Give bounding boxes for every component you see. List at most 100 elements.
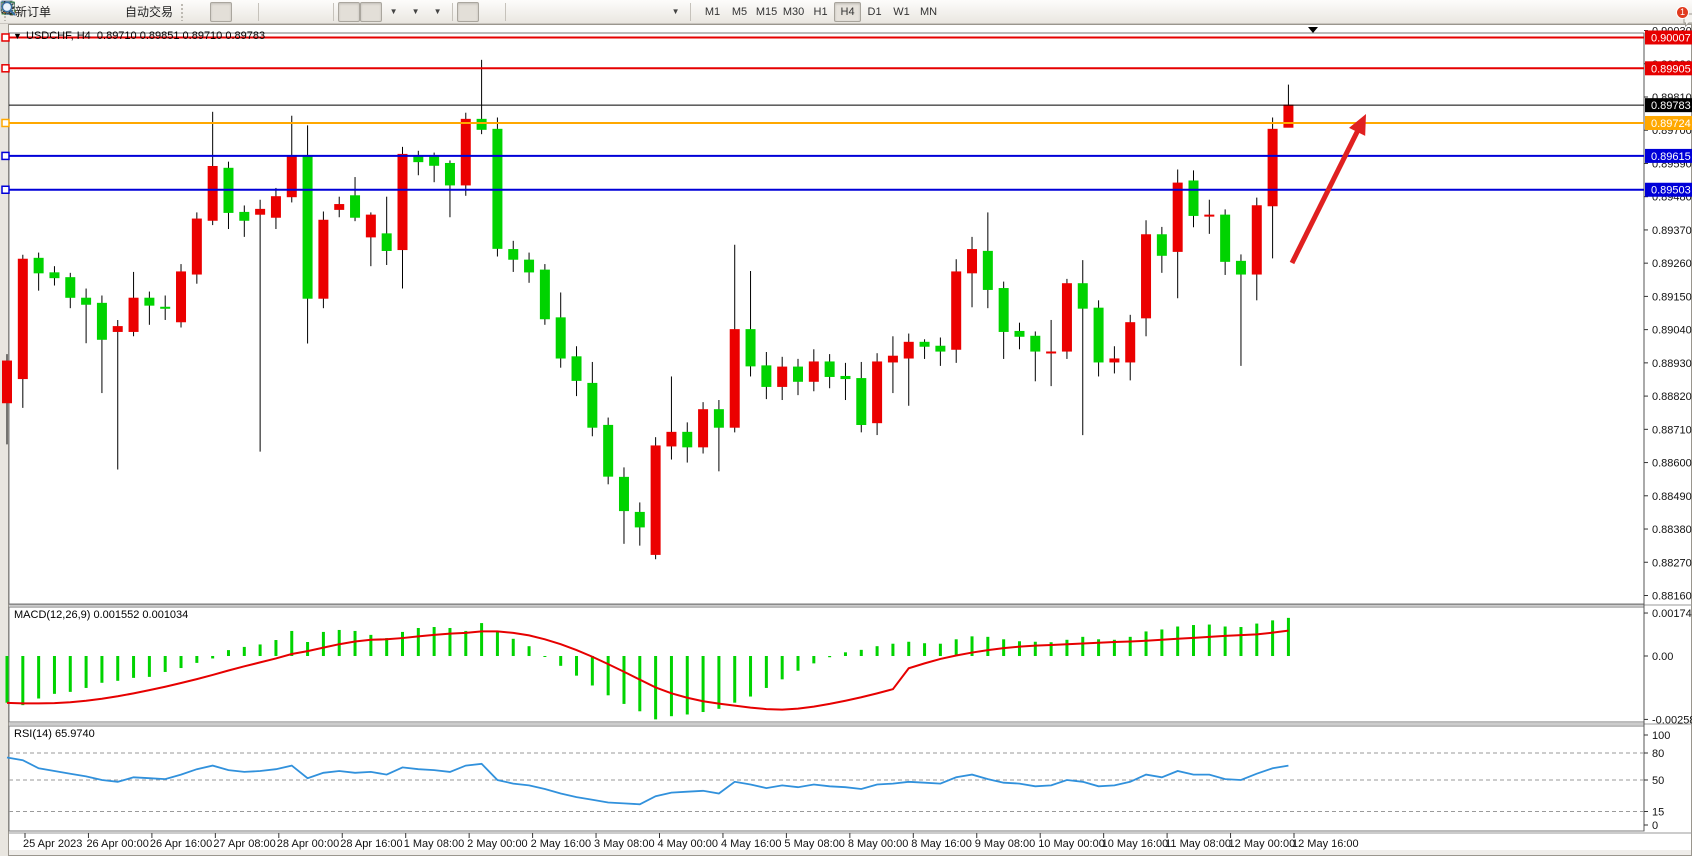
candle: [808, 361, 819, 382]
tab-timeframe-M15[interactable]: M15: [755, 5, 778, 18]
candle: [824, 361, 835, 377]
search-icon[interactable]: [0, 0, 17, 17]
text-label-button[interactable]: T: [1, 2, 664, 22]
candle: [460, 118, 471, 186]
price-level-badge-text: 0.89615: [1651, 151, 1691, 163]
candle: [1125, 322, 1136, 363]
tab-timeframe-MN[interactable]: MN: [919, 5, 938, 18]
macd-histogram-bar: [1144, 631, 1148, 656]
candle: [302, 155, 313, 299]
candle: [539, 269, 550, 320]
strategy-tester-button[interactable]: [0, 1, 99, 22]
candle: [603, 424, 614, 477]
price-tick-label: 0.88160: [1652, 590, 1692, 602]
trendline-button[interactable]: [1, 2, 576, 22]
candle: [81, 297, 92, 305]
macd-pane: [8, 606, 1645, 723]
candle: [1251, 205, 1262, 275]
tab-timeframe-M1[interactable]: M1: [704, 5, 721, 18]
channel-button[interactable]: E: [0, 2, 598, 22]
candle: [65, 277, 76, 298]
toolbar-grip[interactable]: [180, 2, 186, 21]
zoom-in-button[interactable]: [1, 1, 285, 22]
candle: [1030, 335, 1041, 352]
periods-button[interactable]: ▼: [1, 1, 426, 22]
candle: [1141, 234, 1152, 319]
tab-timeframe-M30[interactable]: M30: [782, 5, 805, 18]
indicators-button[interactable]: ▼: [1, 2, 404, 22]
chart-menu-icon[interactable]: ▼: [13, 31, 22, 41]
macd-histogram-bar: [163, 656, 167, 672]
horizontal-line-button[interactable]: [2, 2, 554, 22]
candle: [112, 326, 123, 332]
price-tick-label: 0.88820: [1652, 391, 1692, 403]
tab-timeframe-W1[interactable]: W1: [893, 5, 910, 18]
crosshair-button[interactable]: [2, 2, 501, 22]
candle: [1046, 351, 1057, 354]
macd-histogram-bar: [1049, 642, 1053, 656]
macd-histogram-bar: [5, 656, 9, 703]
cursor-button[interactable]: [4, 1, 480, 22]
candle: [397, 153, 408, 251]
price-level-badge-text: 0.89783: [1651, 100, 1691, 112]
candle: [49, 272, 60, 279]
rsi-line: [6, 756, 1289, 806]
trend-arrow-head[interactable]: [1349, 114, 1366, 136]
new-order-button[interactable]: 新订单: [1, 0, 55, 22]
quotes-button[interactable]: [1, 2, 77, 22]
macd-histogram-bar: [37, 656, 41, 699]
signals-button[interactable]: [1, 1, 121, 22]
candle: [793, 366, 803, 382]
line-handle[interactable]: [1, 33, 10, 42]
macd-label: MACD(12,26,9) 0.001552 0.001034: [14, 609, 189, 621]
vertical-line-button[interactable]: [7, 2, 532, 22]
candle: [176, 271, 187, 323]
line-chart-button[interactable]: [1, 2, 254, 22]
candle: [207, 165, 218, 221]
zoom-out-button[interactable]: [1, 1, 307, 22]
tile-windows-button[interactable]: [1, 1, 329, 22]
bar-chart-button[interactable]: [2, 2, 210, 22]
time-tick-label: 10 May 16:00: [1102, 838, 1169, 850]
tab-timeframe-M5[interactable]: M5: [731, 5, 748, 18]
tab-timeframe-H4[interactable]: H4: [834, 1, 862, 22]
candle: [255, 208, 266, 215]
candle: [270, 196, 281, 218]
macd-histogram-bar: [1255, 623, 1259, 656]
trend-arrow-line[interactable]: [1289, 121, 1364, 265]
line-handle[interactable]: [1, 64, 10, 73]
time-tick-label: 4 May 16:00: [721, 838, 782, 850]
macd-histogram-bar: [1207, 624, 1211, 656]
notification-badge: 1: [1676, 5, 1689, 19]
candle: [1172, 182, 1183, 252]
price-level-badge: [1645, 61, 1692, 76]
templates-button[interactable]: ▼: [1, 2, 448, 22]
candle: [618, 476, 629, 512]
tab-timeframe-D1[interactable]: D1: [867, 5, 882, 18]
macd-histogram-bar: [401, 631, 404, 656]
auto-scroll-button[interactable]: [1, 1, 361, 22]
candle: [144, 297, 155, 306]
auto-trading-button[interactable]: 自动交易: [1, 2, 177, 22]
fibonacci-button[interactable]: F: [2, 2, 620, 22]
line-handle[interactable]: [1, 118, 10, 128]
macd-histogram-bar: [638, 656, 642, 712]
candle: [666, 431, 677, 447]
text-button[interactable]: A: [4, 2, 642, 22]
rsi-label: RSI(14) 65.9740: [14, 728, 95, 740]
line-handle[interactable]: [1, 151, 10, 161]
macd-histogram-bar: [923, 643, 927, 656]
tab-timeframe-H1[interactable]: H1: [813, 5, 828, 18]
chart-shift-button[interactable]: [1, 1, 383, 22]
macd-histogram-bar: [938, 643, 942, 656]
candle: [33, 257, 44, 274]
shapes-button[interactable]: ▼: [2, 2, 686, 22]
candle: [239, 211, 250, 221]
macd-histogram-bar: [685, 656, 689, 715]
shift-marker[interactable]: [1308, 27, 1318, 33]
chevron-down-icon: ▼: [389, 7, 398, 16]
line-handle[interactable]: [1, 185, 10, 194]
candlestick-chart-button[interactable]: [2, 1, 233, 22]
macd-histogram-bar: [480, 623, 484, 656]
macd-histogram-bar: [764, 656, 768, 688]
